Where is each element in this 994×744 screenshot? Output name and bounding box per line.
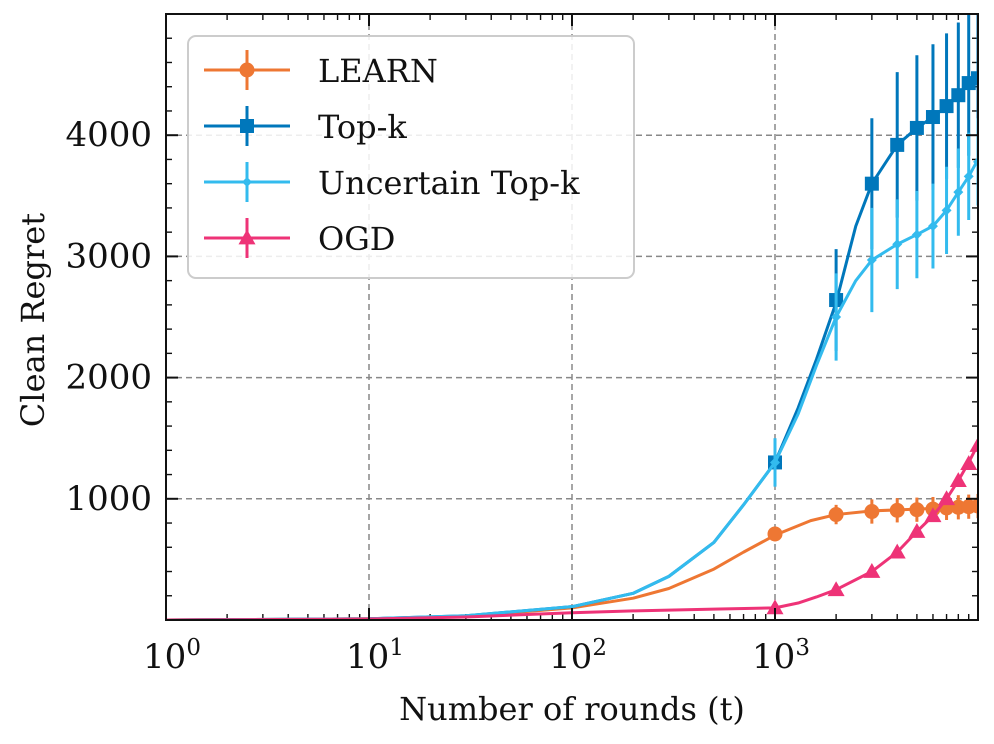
point-uncertain-top-k-8000	[953, 187, 964, 198]
y-tick-label-2000: 2000	[65, 358, 152, 398]
point-top-k-6000	[925, 110, 940, 125]
point-uncertain-top-k-2000	[831, 312, 842, 322]
point-top-k-7000	[939, 99, 954, 114]
series-uncertain-top-k	[166, 118, 978, 620]
x-tick-label-10-2: 102	[549, 635, 607, 677]
point-top-k-3000	[864, 176, 879, 191]
point-top-k-10000	[971, 71, 978, 86]
point-learn-2000	[828, 507, 844, 523]
y-axis-label: Clean Regret	[14, 213, 52, 427]
point-learn-10000	[970, 498, 978, 514]
point-ogd-8000	[949, 472, 967, 487]
legend-entry-uncertain-top-k: Uncertain Top-k	[204, 162, 580, 202]
point-learn-4000	[889, 502, 905, 518]
x-tick-label-10-1: 101	[346, 635, 404, 677]
point-uncertain-top-k-1000	[770, 457, 780, 468]
point-uncertain-top-k-4000	[892, 239, 903, 250]
legend-label-learn: LEARN	[318, 52, 438, 90]
series-line-uncertain-top-k	[166, 158, 978, 620]
y-tick-label-3000: 3000	[65, 236, 152, 276]
point-ogd-2000	[827, 581, 845, 597]
point-uncertain-top-k-3000	[866, 255, 877, 266]
point-top-k-5000	[909, 120, 924, 135]
point-ogd-10000	[969, 436, 978, 452]
series-ogd	[166, 436, 978, 620]
y-tick-label-1000: 1000	[65, 479, 152, 519]
legend-label-ogd: OGD	[318, 220, 395, 258]
point-top-k-4000	[890, 137, 905, 152]
y-tick-label-4000: 4000	[65, 115, 152, 155]
point-learn-5000	[909, 502, 925, 518]
point-ogd-9000	[960, 455, 978, 471]
legend-entry-learn: LEARN	[204, 50, 438, 90]
legend-entry-ogd: OGD	[204, 218, 395, 258]
point-learn-1000	[767, 526, 783, 542]
legend-box	[187, 35, 635, 279]
legend-entry-top-k: Top-k	[204, 106, 407, 146]
point-ogd-3000	[863, 563, 881, 578]
x-axis-label: Number of rounds (t)	[399, 690, 745, 728]
point-uncertain-top-k-7000	[941, 205, 952, 216]
point-ogd-5000	[908, 523, 926, 538]
major-ticks	[165, 14, 978, 620]
legend: LEARN Top-k Uncertain Top-k OGD	[187, 35, 635, 279]
point-uncertain-top-k-10000	[973, 156, 978, 167]
x-tick-label-10-0: 100	[143, 635, 201, 677]
point-uncertain-top-k-6000	[927, 221, 938, 232]
legend-marker-learn	[239, 62, 255, 78]
point-top-k-8000	[951, 88, 966, 103]
point-ogd-7000	[938, 490, 956, 506]
x-tick-label-10-3: 103	[752, 635, 810, 677]
series-layer	[166, 14, 978, 620]
legend-label-top-k: Top-k	[318, 108, 407, 146]
point-ogd-6000	[924, 507, 942, 523]
point-learn-3000	[864, 504, 880, 520]
legend-marker-ogd	[238, 229, 256, 245]
point-ogd-1000	[766, 599, 784, 615]
point-uncertain-top-k-5000	[911, 229, 922, 240]
legend-marker-uncertain-top-k	[242, 177, 252, 187]
point-ogd-4000	[888, 543, 906, 559]
legend-marker-top-k	[240, 119, 254, 133]
point-uncertain-top-k-9000	[963, 171, 974, 182]
legend-label-uncertain-top-k: Uncertain Top-k	[318, 164, 580, 202]
